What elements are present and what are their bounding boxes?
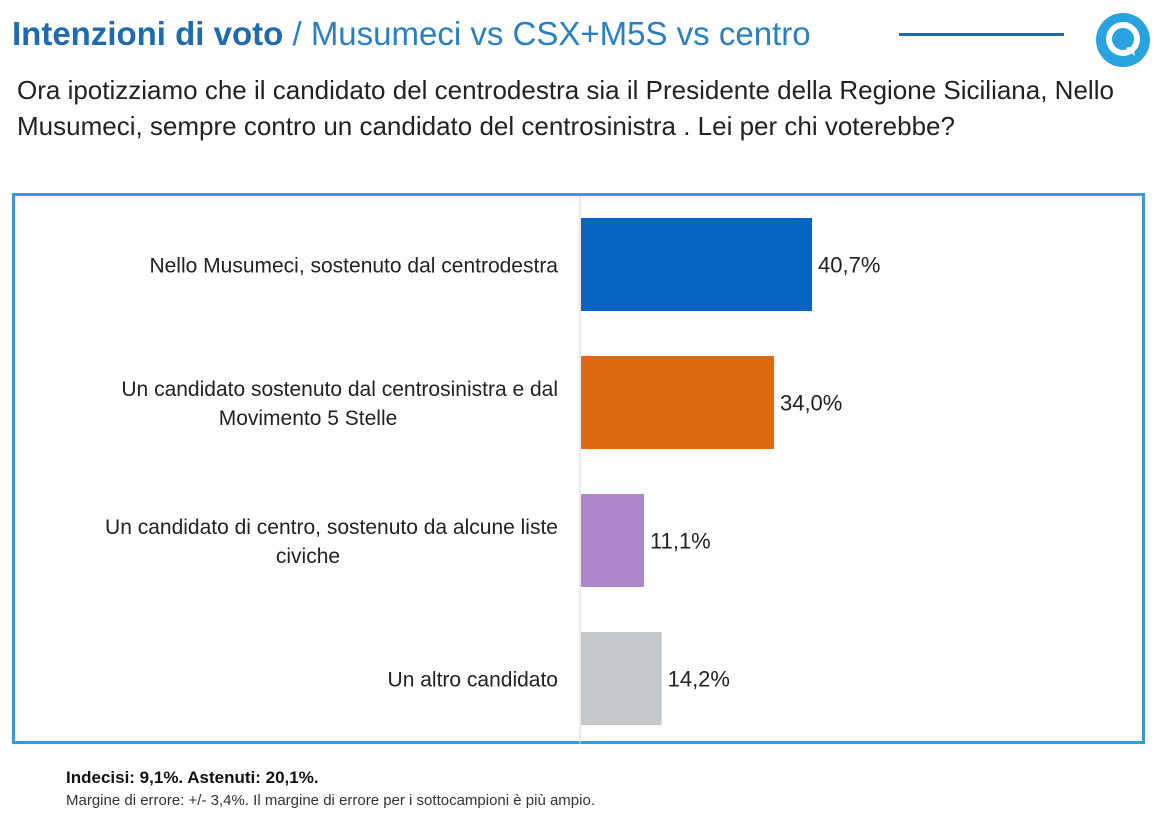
title-sub: / Musumeci vs CSX+M5S vs centro (283, 15, 811, 52)
chart-title: Intenzioni di voto / Musumeci vs CSX+M5S… (12, 14, 811, 54)
value-label-3: 11,1% (650, 529, 711, 554)
title-rule (899, 33, 1064, 36)
category-label-4: Un altro candidato (388, 669, 558, 692)
header: Intenzioni di voto / Musumeci vs CSX+M5S… (12, 12, 1152, 67)
category-label-3: Un candidato di centro, sostenuto da alc… (105, 516, 558, 568)
category-label-2: Un candidato sostenuto dal centrosinistr… (121, 378, 558, 430)
footnote-undecided: Indecisi: 9,1%. Astenuti: 20,1%. (66, 768, 319, 787)
bar-2 (581, 356, 774, 449)
category-label-1: Nello Musumeci, sostenuto dal centrodest… (149, 255, 558, 278)
chart-frame (12, 193, 1145, 744)
value-label-4: 14,2% (668, 667, 730, 692)
footnote-margin: Margine di errore: +/- 3,4%. Il margine … (66, 792, 595, 809)
quorum-q-logo-icon (1096, 13, 1150, 67)
bar-4 (581, 632, 662, 725)
bar-1 (581, 218, 812, 311)
question-text: Ora ipotizziamo che il candidato del cen… (17, 75, 1114, 141)
value-label-2: 34,0% (780, 391, 842, 416)
value-label-1: 40,7% (818, 253, 880, 278)
bar-3 (581, 494, 644, 587)
title-main: Intenzioni di voto (12, 15, 284, 52)
